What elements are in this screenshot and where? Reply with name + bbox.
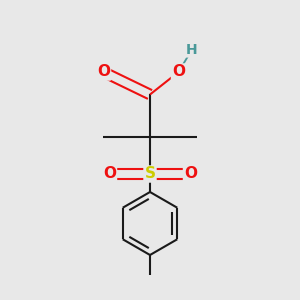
Text: S: S	[145, 167, 155, 182]
Text: H: H	[186, 43, 198, 56]
Text: O: O	[184, 167, 197, 182]
Text: O: O	[103, 167, 116, 182]
Text: O: O	[97, 64, 110, 80]
Text: O: O	[172, 64, 185, 80]
